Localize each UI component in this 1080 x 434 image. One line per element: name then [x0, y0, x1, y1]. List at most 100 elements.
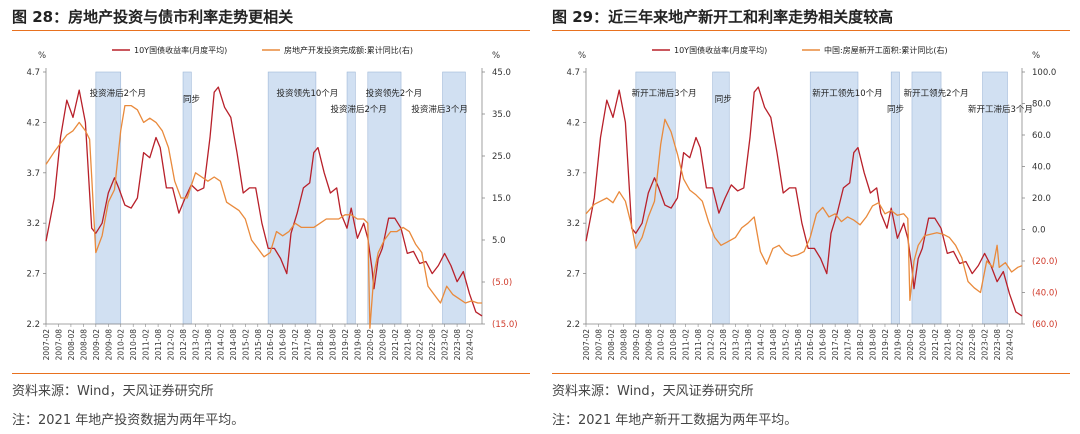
x-tick-label: 2022-02 — [416, 329, 425, 361]
left-tick-label: 2.2 — [26, 320, 40, 330]
left-tick-label: 2.2 — [566, 320, 580, 330]
x-tick-label: 2017-02 — [291, 329, 300, 361]
x-tick-label: 2011-02 — [682, 329, 691, 361]
right-tick-label: 20.0 — [1032, 194, 1051, 204]
band-annotation: 投资滞后3个月 — [411, 104, 467, 115]
note-text: 注：2021 年地产新开工数据为两年平均。 — [552, 413, 798, 428]
title-rule — [552, 30, 1070, 31]
band-annotation: 投资滞后2个月 — [330, 104, 386, 115]
shaded-band — [809, 71, 859, 325]
x-tick-label: 2016-08 — [819, 329, 828, 361]
x-tick-label: 2007-08 — [594, 329, 603, 361]
right-tick-label: 15.0 — [492, 194, 511, 204]
legend-label: 中国:房屋新开工面积:累计同比(右) — [824, 45, 948, 55]
x-tick-label: 2008-08 — [619, 329, 628, 361]
x-tick-label: 2007-02 — [42, 329, 51, 361]
x-tick-label: 2022-08 — [968, 329, 977, 361]
x-tick-label: 2012-02 — [167, 329, 176, 361]
x-tick-label: 2024-02 — [1006, 329, 1015, 361]
x-tick-label: 2023-08 — [453, 329, 462, 361]
left-tick-label: 4.2 — [26, 118, 40, 128]
x-tick-label: 2009-02 — [92, 329, 101, 361]
band-annotation: 新开工领先10个月 — [812, 88, 882, 99]
x-tick-label: 2008-02 — [67, 329, 76, 361]
x-tick-label: 2016-08 — [279, 329, 288, 361]
left-tick-label: 4.2 — [566, 118, 580, 128]
x-tick-label: 2021-02 — [931, 329, 940, 361]
band-annotation: 同步 — [715, 95, 732, 105]
x-tick-label: 2020-08 — [378, 329, 387, 361]
x-tick-label: 2016-02 — [266, 329, 275, 361]
band-annotation: 同步 — [183, 95, 200, 105]
x-tick-label: 2013-02 — [191, 329, 200, 361]
x-tick-label: 2022-08 — [428, 329, 437, 361]
right-tick-label: 80.0 — [1032, 100, 1051, 110]
x-tick-label: 2017-02 — [831, 329, 840, 361]
series-line — [585, 118, 1023, 302]
x-tick-label: 2015-08 — [794, 329, 803, 361]
x-tick-label: 2009-08 — [104, 329, 113, 361]
x-tick-label: 2010-02 — [117, 329, 126, 361]
band-annotation: 投资滞后2个月 — [90, 88, 146, 99]
left-tick-label: 3.2 — [566, 219, 580, 229]
x-tick-label: 2020-02 — [366, 329, 375, 361]
left-axis-unit: % — [38, 51, 46, 61]
right-tick-label: 25.0 — [492, 152, 511, 162]
x-tick-label: 2011-08 — [694, 329, 703, 361]
series-line — [585, 86, 1023, 317]
x-tick-label: 2018-02 — [856, 329, 865, 361]
right-tick-label: (20.0) — [1032, 257, 1058, 267]
x-tick-label: 2022-02 — [956, 329, 965, 361]
x-tick-label: 2021-08 — [943, 329, 952, 361]
right-tick-label: 100.0 — [1032, 68, 1056, 78]
x-tick-label: 2010-02 — [657, 329, 666, 361]
x-tick-label: 2017-08 — [304, 329, 313, 361]
x-tick-label: 2012-08 — [719, 329, 728, 361]
shaded-band — [95, 71, 122, 325]
shaded-band — [267, 71, 317, 325]
shaded-band — [635, 71, 676, 325]
x-tick-label: 2019-02 — [341, 329, 350, 361]
chart-title: 图 28：房地产投资与债市利率走势更相关 — [12, 8, 294, 26]
right-tick-label: (40.0) — [1032, 289, 1058, 299]
series-line — [45, 104, 482, 329]
x-tick-label: 2014-02 — [216, 329, 225, 361]
source-text: 资料来源：Wind，天风证券研究所 — [552, 384, 754, 399]
x-tick-label: 2010-08 — [669, 329, 678, 361]
note-text: 注：2021 年地产投资数据为两年平均。 — [12, 413, 245, 428]
left-tick-label: 2.7 — [566, 270, 580, 280]
left-tick-label: 4.7 — [566, 68, 580, 78]
shaded-band — [911, 71, 942, 325]
band-annotation: 新开工滞后3个月 — [968, 104, 1033, 115]
x-tick-label: 2021-02 — [391, 329, 400, 361]
right-tick-label: (5.0) — [492, 278, 512, 288]
x-tick-label: 2009-02 — [632, 329, 641, 361]
x-tick-label: 2010-08 — [129, 329, 138, 361]
x-tick-label: 2011-08 — [154, 329, 163, 361]
legend-label: 房地产开发投资完成额:累计同比(右) — [284, 45, 413, 55]
x-tick-label: 2019-08 — [893, 329, 902, 361]
x-tick-label: 2008-08 — [79, 329, 88, 361]
x-tick-label: 2015-02 — [241, 329, 250, 361]
x-tick-label: 2011-02 — [142, 329, 151, 361]
left-tick-label: 3.2 — [26, 219, 40, 229]
x-tick-label: 2015-08 — [254, 329, 263, 361]
right-axis-unit: % — [1032, 51, 1040, 61]
right-tick-label: 60.0 — [1032, 131, 1051, 141]
series-line — [45, 86, 483, 317]
left-tick-label: 2.7 — [26, 270, 40, 280]
x-tick-label: 2014-02 — [756, 329, 765, 361]
band-annotation: 投资领先10个月 — [276, 88, 338, 99]
source-text: 资料来源：Wind，天风证券研究所 — [12, 384, 214, 399]
x-tick-label: 2012-08 — [179, 329, 188, 361]
right-tick-label: (15.0) — [492, 320, 518, 330]
chart-title: 图 29：近三年来地产新开工和利率走势相关度较高 — [552, 8, 894, 26]
x-tick-label: 2014-08 — [229, 329, 238, 361]
x-tick-label: 2018-08 — [869, 329, 878, 361]
chart-svg: 2.2 2.7 3.2 3.7 4.2 4.7 (60.0) (40.0) (20.0) 0.0 2… — [566, 45, 1058, 361]
x-tick-label: 2018-02 — [316, 329, 325, 361]
right-tick-label: 5.0 — [492, 236, 506, 246]
band-annotation: 同步 — [887, 105, 904, 115]
x-tick-label: 2019-08 — [353, 329, 362, 361]
chart-area: 2.2 2.7 3.2 3.7 4.2 4.7 (15.0) (5.0) 5.0 15.0 25.0… — [12, 34, 530, 368]
